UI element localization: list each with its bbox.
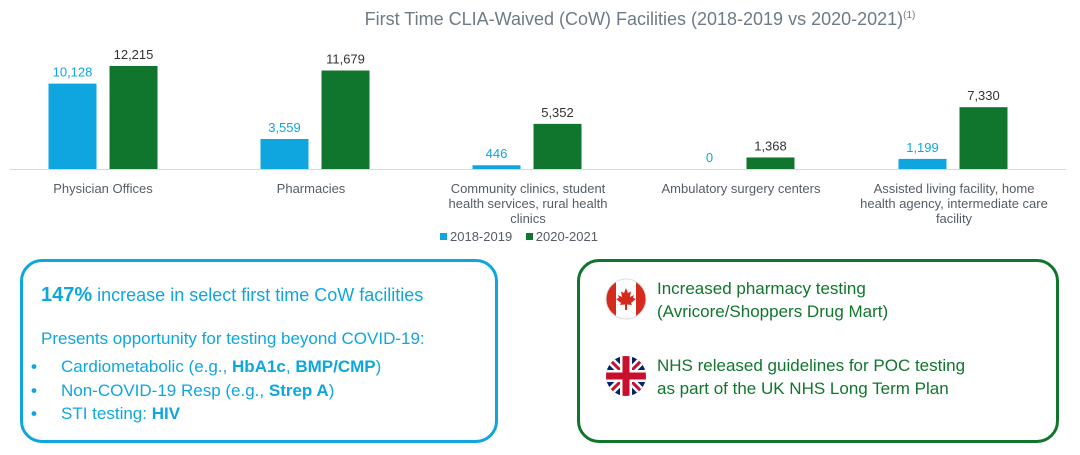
opportunity-box: 147% increase in select first time CoW f… <box>20 259 498 443</box>
legend-item-2020-2021: 2020-2021 <box>525 229 598 244</box>
bullet-text: , <box>285 357 296 376</box>
category-label-physician-offices: Physician Offices <box>53 181 153 196</box>
bullet-bold: BMP/CMP <box>295 357 376 376</box>
data-label-2020-2021-assisted-living: 7,330 <box>967 88 1000 103</box>
bullet-text: Non-COVID-19 Resp (e.g., <box>61 380 269 400</box>
uk-text-line1: NHS released guidelines for POC testing <box>657 356 966 375</box>
list-item: • Non-COVID-19 Resp (e.g., Strep A) <box>31 379 381 403</box>
bullet-text: STI testing: <box>61 404 152 423</box>
bar-2020-2021-community-clinics <box>533 123 582 169</box>
bullet-text: Cardiometabolic (e.g., <box>61 357 233 376</box>
chart-title-text: First Time CLIA-Waived (CoW) Facilities … <box>364 9 904 29</box>
bar-2020-2021-pharmacies <box>321 70 370 169</box>
bar-2018-2019-community-clinics <box>472 165 521 169</box>
bar-2020-2021-ambulatory-surgery <box>746 157 795 169</box>
data-label-2018-2019-assisted-living: 1,199 <box>906 140 939 155</box>
bullet-text: ) <box>375 357 382 376</box>
bar-2020-2021-physician-offices <box>109 66 158 169</box>
list-item: • STI testing: HIV <box>31 402 381 426</box>
chart-legend: 2018-2019 2020-2021 <box>440 229 608 244</box>
uk-text: NHS released guidelines for POC testing … <box>657 354 965 400</box>
bar-2020-2021-assisted-living <box>959 107 1008 169</box>
bar-2018-2019-physician-offices <box>48 83 97 169</box>
category-label-pharmacies: Pharmacies <box>276 181 346 196</box>
bullet-bold: HbA1c <box>232 357 286 376</box>
headline-percent: 147% <box>41 284 93 306</box>
canada-text: Increased pharmacy testing (Avricore/Sho… <box>657 277 888 323</box>
data-label-2018-2019-pharmacies: 3,559 <box>268 120 301 135</box>
bar-2018-2019-assisted-living <box>898 158 947 169</box>
canada-flag-icon <box>605 278 647 320</box>
international-box: Increased pharmacy testing (Avricore/Sho… <box>577 259 1059 443</box>
legend-label-2020-2021: 2020-2021 <box>535 229 598 244</box>
chart-title: First Time CLIA-Waived (CoW) Facilities … <box>230 9 1050 30</box>
legend-swatch-2020-2021 <box>525 233 533 240</box>
bullet-dot: • <box>31 357 37 376</box>
bar-chart: 10,128 12,215 3,559 11,679 446 5,352 0 1,368 1,1… <box>10 47 1066 170</box>
headline-text: increase in select first time CoW facili… <box>92 285 424 305</box>
bullet-dot: • <box>31 404 37 423</box>
data-label-2018-2019-community-clinics: 446 <box>486 146 508 161</box>
legend-label-2018-2019: 2018-2019 <box>450 229 513 244</box>
legend-swatch-2018-2019 <box>440 233 447 240</box>
data-label-2020-2021-pharmacies: 11,679 <box>326 52 365 67</box>
canada-text-line2: (Avricore/Shoppers Drug Mart) <box>657 302 889 321</box>
intro-text: Presents opportunity for testing beyond … <box>41 329 425 348</box>
legend-item-2018-2019: 2018-2019 <box>440 229 512 244</box>
chart-title-footnote: (1) <box>903 10 916 21</box>
data-label-2020-2021-ambulatory-surgery: 1,368 <box>754 138 787 153</box>
data-label-2020-2021-physician-offices: 12,215 <box>114 47 154 62</box>
canada-text-line1: Increased pharmacy testing <box>657 279 866 298</box>
bullet-list: • Cardiometabolic (e.g., HbA1c, BMP/CMP) … <box>31 355 381 426</box>
bullet-text: ) <box>328 380 335 400</box>
bar-2018-2019-pharmacies <box>260 138 309 169</box>
category-label-assisted-living: Assisted living facility, home health ag… <box>860 181 1048 226</box>
category-label-ambulatory-surgery: Ambulatory surgery centers <box>661 181 821 196</box>
category-label-community-clinics: Community clinics, student health servic… <box>448 181 608 226</box>
data-label-2020-2021-community-clinics: 5,352 <box>541 105 574 120</box>
data-label-2018-2019-ambulatory-surgery: 0 <box>706 150 713 165</box>
bullet-bold: HIV <box>151 404 181 423</box>
uk-text-line2: as part of the UK NHS Long Term Plan <box>657 379 949 398</box>
headline: 147% increase in select first time CoW f… <box>41 284 423 307</box>
list-item: • Cardiometabolic (e.g., HbA1c, BMP/CMP) <box>31 355 381 379</box>
uk-flag-icon <box>606 356 646 396</box>
bullet-dot: • <box>31 380 37 400</box>
bullet-bold: Strep A <box>268 380 329 400</box>
data-label-2018-2019-physician-offices: 10,128 <box>53 65 93 80</box>
